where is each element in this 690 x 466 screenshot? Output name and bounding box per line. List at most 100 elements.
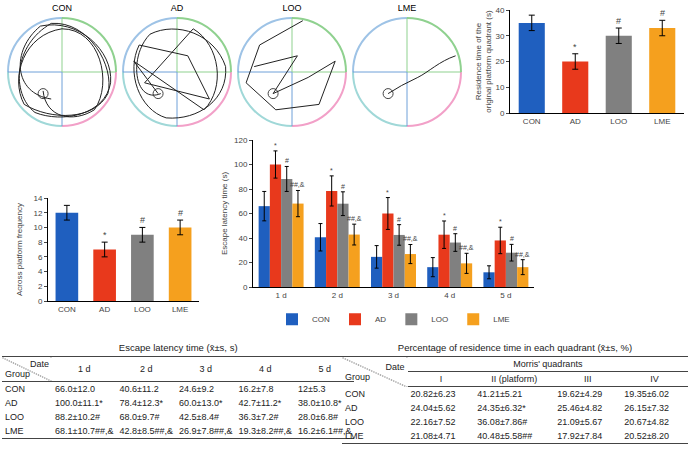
svg-text:14: 14 [33, 194, 42, 203]
svg-text:3 d: 3 d [388, 291, 399, 300]
html-text:26.9±7.8##,&: 26.9±7.8##,& [179, 426, 233, 436]
svg-text:30: 30 [495, 32, 504, 41]
svg-text:LME: LME [493, 315, 509, 324]
svg-text:##,&: ##,& [459, 244, 474, 251]
html-text:Escape latency time (x̄±s, s): Escape latency time (x̄±s, s) [118, 342, 238, 353]
html-text:Date: Date [385, 361, 405, 372]
html-text:42.5±8.4#: 42.5±8.4# [179, 412, 219, 422]
html-text:40.6±11.2: 40.6±11.2 [119, 384, 159, 394]
svg-text:##,&: ##,& [515, 251, 530, 258]
svg-text:#: # [285, 157, 289, 164]
svg-text:*: * [386, 189, 389, 196]
svg-text:##,&: ##,& [403, 235, 418, 242]
svg-text:2: 2 [38, 282, 43, 291]
svg-text:4: 4 [38, 267, 43, 276]
svg-text:##,&: ##,& [347, 215, 362, 222]
svg-text:10: 10 [33, 223, 42, 232]
html-text:28.0±6.8#: 28.0±6.8# [298, 412, 338, 422]
svg-text:AD: AD [171, 3, 184, 13]
svg-text:##,&: ##,& [290, 181, 305, 188]
svg-text:LOO: LOO [282, 3, 301, 13]
html-text:42.7±11.2*: 42.7±11.2* [238, 398, 282, 408]
html-text:AD: AD [5, 398, 18, 408]
svg-text:40: 40 [495, 6, 504, 15]
svg-text:AD: AD [570, 117, 581, 126]
svg-text:Across platform frequency: Across platform frequency [15, 203, 24, 296]
svg-text:*: * [274, 142, 277, 149]
html-text:42.8±8.5##,&: 42.8±8.5##,& [119, 426, 173, 436]
html-text:16.2±7.8: 16.2±7.8 [238, 384, 274, 394]
svg-text:*: * [499, 218, 502, 225]
svg-text:0: 0 [500, 109, 505, 118]
html-text:5 d: 5 d [318, 364, 331, 374]
svg-text:4 d: 4 d [444, 291, 455, 300]
html-text:Group: Group [345, 371, 370, 382]
html-text:CON: CON [345, 388, 365, 399]
svg-text:CON: CON [52, 3, 72, 13]
svg-text:#: # [510, 235, 514, 242]
svg-text:#: # [453, 225, 457, 232]
svg-text:#: # [140, 215, 145, 225]
svg-text:Escape latency time (s): Escape latency time (s) [220, 172, 229, 255]
html-text:2 d: 2 d [140, 364, 153, 374]
svg-text:LME: LME [398, 3, 417, 13]
svg-text:#: # [660, 8, 665, 18]
svg-text:LOO: LOO [610, 117, 627, 126]
svg-text:5 d: 5 d [500, 291, 511, 300]
html-text:LOO: LOO [5, 412, 24, 422]
html-text:19.3±8.2##,&: 19.3±8.2##,& [238, 426, 292, 436]
html-text:Group: Group [5, 369, 30, 379]
svg-text:20: 20 [238, 258, 247, 267]
svg-text:CON: CON [312, 315, 330, 324]
svg-text:6: 6 [38, 253, 43, 262]
html-text:24.6±9.2: 24.6±9.2 [179, 384, 214, 394]
svg-text:80: 80 [238, 185, 247, 194]
html-text:60.0±13.0*: 60.0±13.0* [179, 398, 223, 408]
html-text:88.2±10.2#: 88.2±10.2# [55, 412, 100, 422]
svg-text:LME: LME [654, 117, 670, 126]
html-text:100.0±11.1*: 100.0±11.1* [55, 398, 103, 408]
svg-text:2 d: 2 d [332, 291, 343, 300]
svg-text:#: # [178, 208, 183, 218]
svg-text:0: 0 [38, 297, 43, 306]
html-text:12±5.3: 12±5.3 [298, 384, 326, 394]
svg-text:#: # [341, 183, 345, 190]
html-text:4 d: 4 d [259, 364, 272, 374]
svg-text:CON: CON [523, 117, 541, 126]
svg-text:*: * [103, 230, 107, 240]
svg-text:#: # [397, 216, 401, 223]
svg-text:*: * [443, 212, 446, 219]
html-text:78.4±12.3*: 78.4±12.3* [119, 398, 163, 408]
html-text:Date: Date [30, 359, 49, 369]
html-text:Percentage of residence time i: Percentage of residence time in each qua… [397, 342, 633, 353]
svg-text:8: 8 [38, 238, 43, 247]
svg-text:AD: AD [99, 305, 110, 314]
svg-text:LOO: LOO [431, 315, 448, 324]
svg-text:10: 10 [495, 83, 504, 92]
svg-text:LME: LME [172, 305, 188, 314]
html-text:3 d: 3 d [199, 364, 212, 374]
svg-text:*: * [330, 167, 333, 174]
html-text:CON: CON [5, 384, 25, 394]
svg-text:Residence time of theoriginal: Residence time of theoriginal platform q… [474, 10, 493, 113]
svg-text:#: # [616, 16, 621, 26]
svg-text:0: 0 [243, 283, 248, 292]
html-text:LME: LME [5, 426, 24, 436]
svg-text:CON: CON [58, 305, 76, 314]
svg-text:LOO: LOO [134, 305, 151, 314]
html-text:38.0±10.8*: 38.0±10.8* [298, 398, 342, 408]
svg-text:1 d: 1 d [276, 291, 287, 300]
html-text:66.0±12.0: 66.0±12.0 [55, 384, 95, 394]
html-text:1 d: 1 d [78, 364, 91, 374]
html-text:68.1±10.7##,&: 68.1±10.7##,& [55, 426, 114, 436]
svg-text:60: 60 [238, 209, 247, 218]
svg-text:12: 12 [33, 209, 42, 218]
svg-text:100: 100 [234, 160, 248, 169]
svg-text:40: 40 [238, 234, 247, 243]
html-text:36.3±7.2#: 36.3±7.2# [238, 412, 279, 422]
svg-text:AD: AD [375, 315, 386, 324]
svg-text:*: * [573, 42, 577, 52]
svg-text:20: 20 [495, 57, 504, 66]
svg-text:120: 120 [234, 136, 248, 145]
html-text:68.0±9.7#: 68.0±9.7# [119, 412, 160, 422]
